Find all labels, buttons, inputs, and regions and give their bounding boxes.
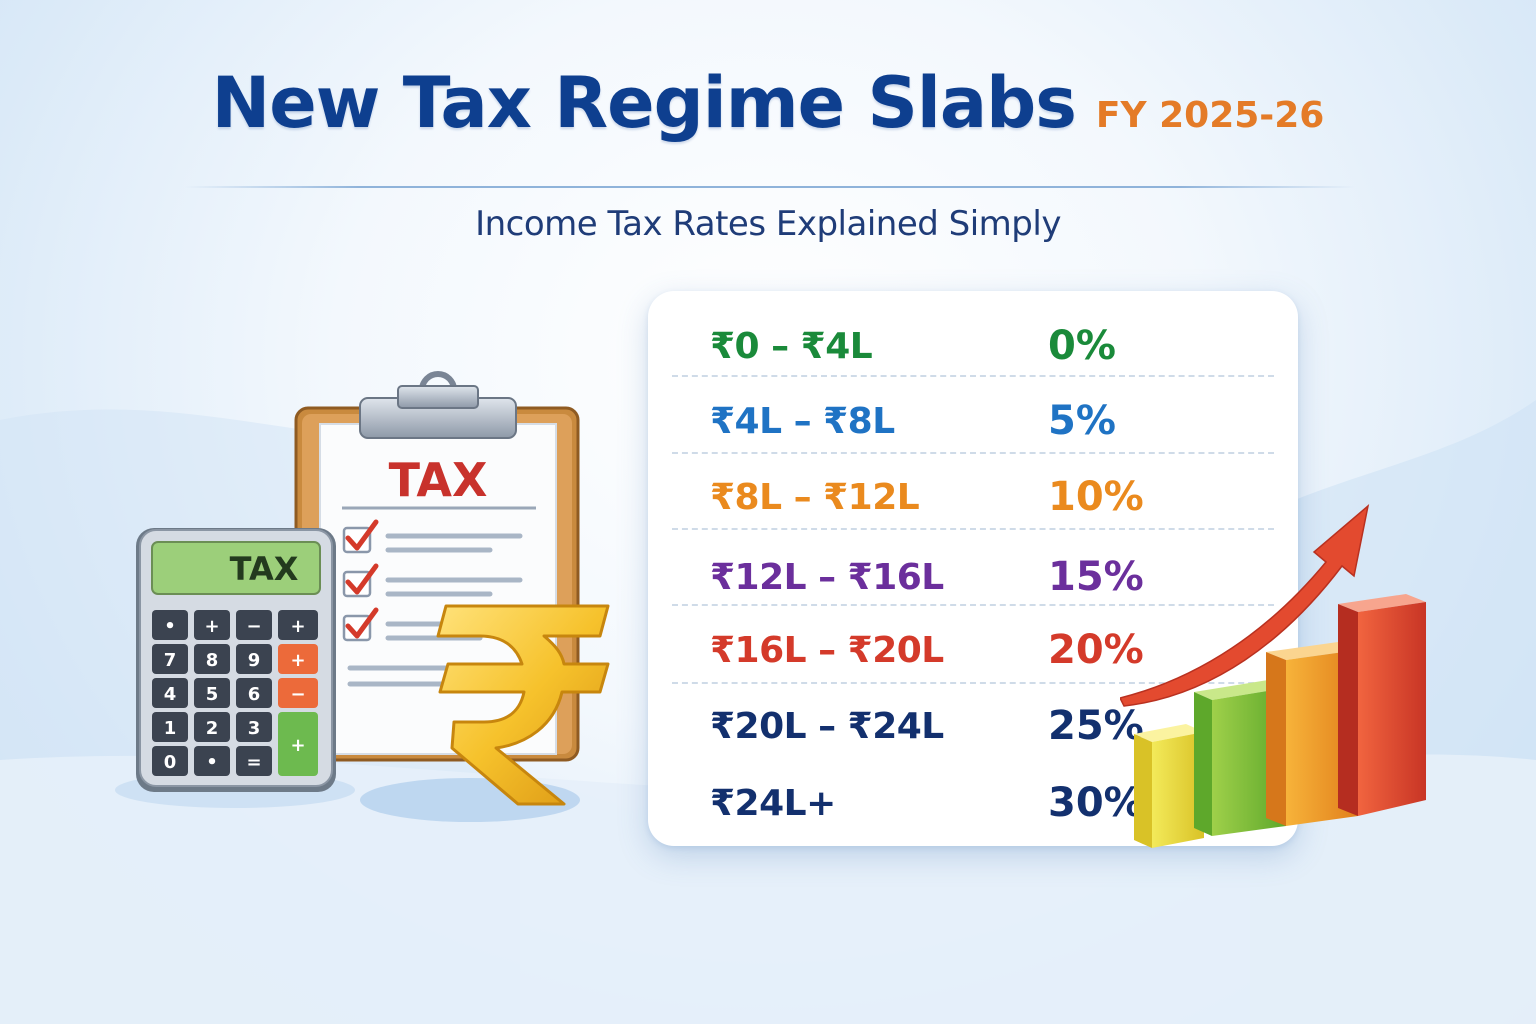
calculator-key [152, 644, 188, 674]
table-row: ₹20L – ₹24L 25% [672, 688, 1274, 764]
slab-rate: 20% [1048, 627, 1144, 673]
calculator-key-label: 1 [164, 718, 177, 739]
calculator-key-label: • [206, 752, 218, 773]
row-divider [672, 375, 1274, 377]
slab-rate: 5% [1048, 398, 1116, 444]
calculator-key-label: 4 [164, 684, 177, 705]
slab-range: ₹8L – ₹12L [710, 476, 920, 518]
row-divider [672, 528, 1274, 530]
table-row: ₹24L+ 30% [672, 765, 1274, 841]
calculator-key-label: + [290, 650, 305, 671]
slab-range: ₹20L – ₹24L [710, 705, 944, 747]
calculator-key [236, 644, 272, 674]
calculator-key-label: • [164, 616, 176, 637]
row-divider [672, 682, 1274, 684]
slab-range: ₹24L+ [710, 782, 836, 824]
calculator-key-label: 9 [248, 650, 261, 671]
slab-rate: 30% [1048, 780, 1144, 826]
page-title: New Tax Regime Slabs [211, 62, 1077, 144]
slab-range: ₹12L – ₹16L [710, 556, 944, 598]
calculator-key [278, 712, 318, 776]
calculator-key [236, 746, 272, 776]
calculator-key-label: 0 [164, 752, 177, 773]
title-row: New Tax Regime Slabs FY 2025-26 [0, 62, 1536, 144]
rising-bar-chart-icon [1120, 504, 1426, 848]
page-subtitle: Income Tax Rates Explained Simply [475, 204, 1061, 244]
slab-rate: 0% [1048, 323, 1116, 369]
calculator-key-label: 3 [248, 718, 261, 739]
slab-range: ₹0 – ₹4L [710, 325, 873, 367]
table-row: ₹12L – ₹16L 15% [672, 539, 1274, 615]
calculator-key [236, 712, 272, 742]
calculator-key-label: 5 [206, 684, 219, 705]
slab-rate: 15% [1048, 554, 1144, 600]
calculator-key [152, 746, 188, 776]
slab-range: ₹16L – ₹20L [710, 629, 944, 671]
table-row: ₹4L – ₹8L 5% [672, 383, 1274, 459]
row-divider [672, 604, 1274, 606]
calculator-key-label: 6 [248, 684, 261, 705]
growth-arrow-icon [1120, 504, 1370, 707]
calculator-key [236, 678, 272, 708]
table-row: ₹0 – ₹4L 0% [672, 308, 1274, 384]
calculator-key [194, 678, 230, 708]
calculator-key [194, 644, 230, 674]
bar-1 [1134, 724, 1204, 848]
calculator-key-label: 8 [206, 650, 219, 671]
title-divider [185, 186, 1355, 188]
calculator-key [152, 712, 188, 742]
calculator-display: TAX [230, 550, 299, 588]
calculator-icon: TAX • + − +7 8 9 +4 5 6 − 1 2 3 0 • = + [136, 528, 336, 792]
calculator-key [152, 610, 188, 640]
calculator-key [152, 678, 188, 708]
row-divider [672, 452, 1274, 454]
calculator-key-label: = [246, 752, 261, 773]
calculator-key [278, 678, 318, 708]
calculator-key-label: − [246, 616, 261, 637]
table-row: ₹16L – ₹20L 20% [672, 612, 1274, 688]
calculator-key [194, 746, 230, 776]
calculator-key [236, 610, 272, 640]
clipboard-label: TAX [389, 453, 488, 507]
slab-range: ₹4L – ₹8L [710, 400, 895, 442]
calculator-key-label: 2 [206, 718, 219, 739]
rupee-symbol-icon [436, 604, 610, 806]
calculator-key-label: − [290, 684, 305, 705]
fiscal-year-label: FY 2025-26 [1095, 95, 1325, 136]
calculator-key-label: + [290, 735, 305, 756]
calculator-key-label: 7 [164, 650, 177, 671]
calculator-key-label: + [204, 616, 219, 637]
table-row: ₹8L – ₹12L 10% [672, 459, 1274, 535]
calculator-key [194, 712, 230, 742]
slab-rate: 10% [1048, 474, 1144, 520]
calculator-key [278, 644, 318, 674]
calculator-key [194, 610, 230, 640]
slab-rate: 25% [1048, 703, 1144, 749]
calculator-key [278, 610, 318, 640]
bar-4 [1338, 594, 1426, 816]
calculator-key-label: + [290, 616, 305, 637]
